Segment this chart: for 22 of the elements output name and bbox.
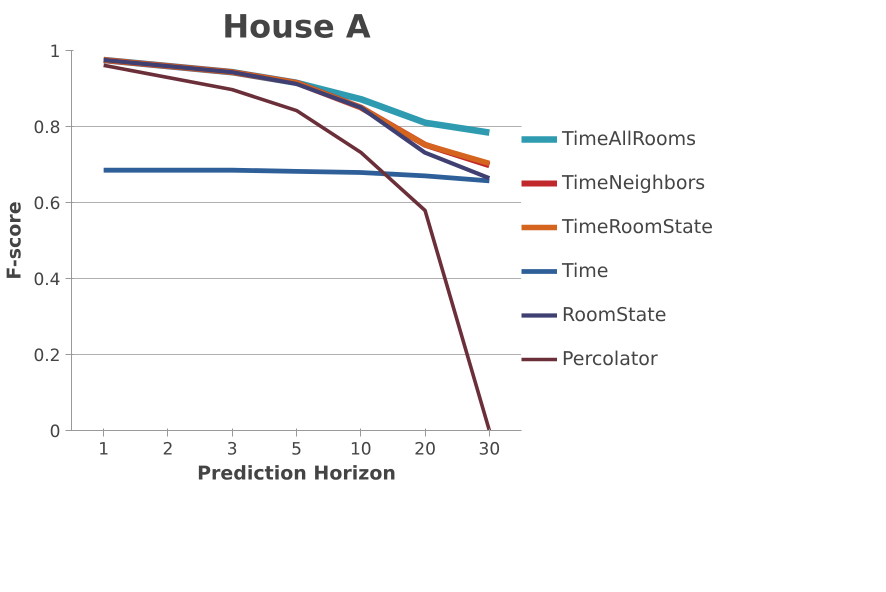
- legend-label: Time: [562, 260, 608, 282]
- legend-label: RoomState: [562, 304, 666, 326]
- y-tick-label: 0: [50, 422, 61, 442]
- x-axis-title: Prediction Horizon: [197, 462, 396, 484]
- x-tick-label: 3: [226, 440, 238, 460]
- x-tick-label: 1: [98, 440, 110, 460]
- legend-label: TimeRoomState: [562, 216, 713, 238]
- x-tick-label: 10: [350, 440, 372, 460]
- y-axis-title: F-score: [3, 201, 26, 280]
- x-tick-label: 20: [414, 440, 436, 460]
- x-tick-label: 2: [162, 440, 174, 460]
- y-tick-label: 0.2: [33, 346, 61, 366]
- x-tick-label: 5: [291, 440, 302, 460]
- x-tick-label: 30: [478, 440, 500, 460]
- y-tick-label: 0.4: [33, 270, 61, 290]
- legend-label: TimeNeighbors: [562, 172, 706, 194]
- y-tick-label: 1: [50, 42, 61, 62]
- legend-label: Percolator: [562, 348, 658, 370]
- y-tick-label: 0.6: [33, 194, 61, 214]
- y-tick-label: 0.8: [33, 118, 61, 138]
- chart-title: House A: [222, 8, 371, 46]
- legend-label: TimeAllRooms: [562, 128, 696, 150]
